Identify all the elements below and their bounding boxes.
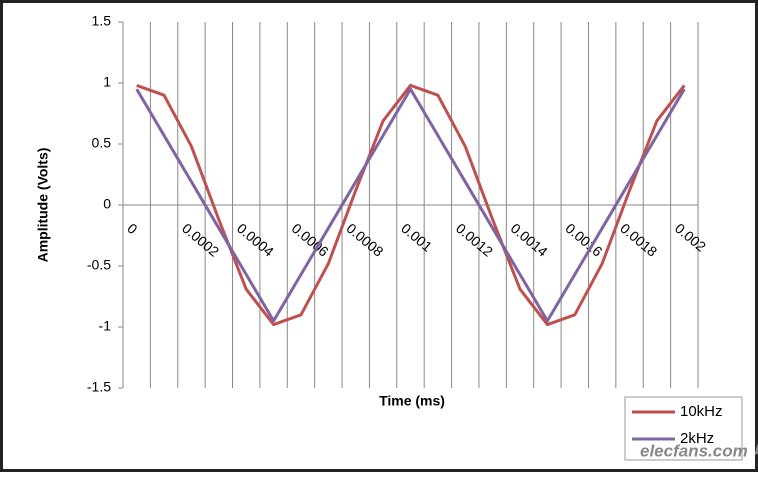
series-line: [135, 87, 686, 323]
y-tick-label: -0.5: [87, 257, 111, 273]
y-tick-label: 1: [103, 74, 111, 90]
y-tick-label: 0.5: [92, 135, 112, 151]
y-tick-label: 0: [103, 196, 111, 212]
y-tick-label: -1.5: [87, 379, 111, 395]
x-axis-title: Time (ms): [379, 393, 445, 409]
y-axis-title: Amplitude (Volts): [35, 148, 51, 263]
legend-label: 10kHz: [680, 403, 723, 420]
legend-box: [624, 396, 743, 461]
y-tick-label: 1.5: [92, 13, 112, 29]
watermark: elecfans.com 电子发烧友: [640, 441, 758, 460]
y-tick-label: -1: [99, 318, 112, 334]
legend-label: 2kHz: [680, 430, 714, 447]
